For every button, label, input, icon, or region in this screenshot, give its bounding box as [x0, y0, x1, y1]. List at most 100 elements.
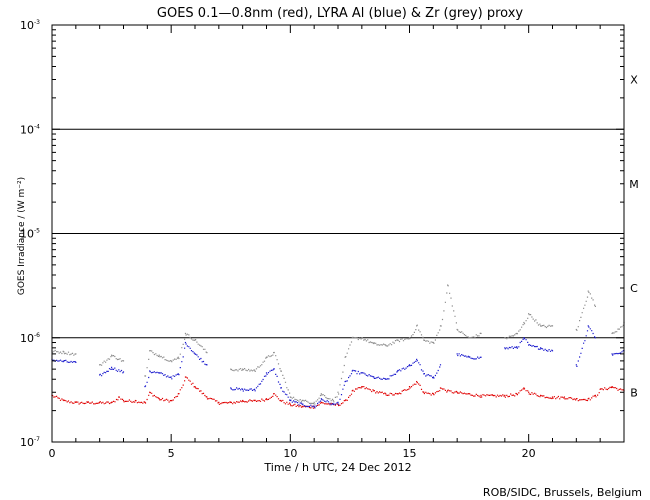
series-2-point — [230, 368, 232, 370]
x-tick-label: 15 — [403, 447, 417, 460]
series-2-point — [122, 360, 125, 362]
series-0-point — [206, 396, 208, 398]
series-0-point — [439, 387, 442, 389]
series-1-point — [194, 353, 196, 355]
series-2-point — [361, 337, 363, 339]
series-1-point — [373, 376, 375, 378]
series-1-point — [504, 347, 506, 349]
series-2-point — [432, 341, 434, 344]
series-0-point — [75, 401, 77, 403]
series-0-point — [361, 385, 363, 388]
x-tick-label: 10 — [283, 447, 297, 460]
series-2-point — [539, 325, 542, 327]
series-1-point — [265, 372, 268, 374]
series-2-point — [144, 375, 146, 377]
series-1-point — [144, 385, 146, 388]
series-2-point — [468, 337, 470, 339]
series-1-point — [149, 370, 151, 372]
series-2-point — [416, 325, 418, 327]
series-2-point — [523, 321, 525, 324]
series-2-point — [480, 332, 482, 335]
series-1-point — [206, 364, 208, 366]
series-2-point — [373, 342, 375, 345]
y-tick-label: 10-3 — [20, 19, 40, 32]
series-2-point — [528, 313, 530, 315]
series-1-point — [361, 372, 363, 374]
series-2-point — [170, 360, 172, 362]
series-2-point — [110, 354, 113, 356]
series-1-point — [594, 337, 596, 339]
series-2-point — [447, 284, 449, 286]
series-1-point — [110, 366, 113, 368]
series-0-point — [599, 388, 601, 390]
series-2-point — [158, 354, 160, 356]
series-1-point — [75, 361, 77, 364]
series-1-point — [170, 376, 172, 378]
series-2-point — [184, 332, 187, 335]
series-0-point — [408, 385, 411, 388]
series-2-point — [594, 305, 596, 307]
series-0-point — [456, 391, 458, 393]
series-1-point — [313, 405, 315, 407]
series-2-point — [75, 353, 77, 355]
x-axis-label: Time / h UTC, 24 Dec 2012 — [263, 461, 411, 474]
y-tick-label: 10-4 — [20, 123, 40, 136]
series-1-point — [480, 356, 482, 358]
series-1-point — [516, 346, 518, 348]
series-1-point — [423, 373, 425, 375]
series-2-point — [242, 368, 244, 370]
series-2-point — [504, 337, 506, 339]
series-2-point — [344, 356, 346, 358]
series-2-point — [351, 337, 353, 339]
x-axis: 0 5 10 15 20 — [49, 25, 625, 460]
data-series — [51, 284, 625, 409]
series-2-point — [320, 393, 322, 395]
series-1-point — [351, 370, 353, 372]
series-1-point — [551, 350, 554, 352]
series-0-point — [351, 390, 353, 392]
series-2-point — [289, 396, 291, 398]
series-0-point — [218, 401, 220, 403]
series-0-point — [563, 396, 566, 398]
series-0-point — [432, 393, 434, 395]
series-1-point — [337, 401, 339, 403]
series-1-point — [575, 364, 577, 366]
series-0-point — [87, 401, 89, 403]
x-tick-label: 0 — [49, 447, 56, 460]
series-0-point — [516, 393, 518, 395]
series-0-point — [122, 399, 125, 402]
y-tick-label: 10-6 — [20, 332, 40, 345]
series-1-point — [439, 364, 442, 366]
series-2-point — [332, 399, 334, 402]
series-2-point — [99, 364, 101, 366]
series-1-point — [301, 403, 303, 405]
series-1-point — [456, 353, 458, 355]
x-tick-label: 5 — [168, 447, 175, 460]
series-0-point — [423, 391, 425, 393]
series-0-point — [99, 401, 101, 403]
series-1-point — [523, 337, 525, 339]
series-0-point — [344, 399, 346, 402]
series-2-point — [280, 370, 282, 372]
series-0-point — [110, 401, 113, 403]
series-0-point — [273, 393, 275, 395]
series-2-point — [396, 339, 399, 341]
series-0-point — [253, 399, 256, 402]
series-1-point — [385, 378, 387, 380]
series-2-point — [516, 332, 518, 335]
series-0-point — [134, 399, 137, 402]
series-1-point — [611, 353, 613, 355]
series-1-point — [320, 398, 322, 400]
series-2-point — [149, 350, 151, 352]
series-1-point — [253, 388, 256, 390]
series-2-point — [408, 337, 411, 339]
series-2-point — [551, 325, 554, 327]
series-0-point — [170, 399, 172, 402]
series-1-point — [396, 370, 399, 372]
flare-class-lines — [52, 128, 624, 339]
series-0-point — [373, 390, 375, 392]
series-1-point — [63, 360, 65, 362]
series-1-point — [99, 374, 101, 376]
series-0-point — [194, 385, 196, 388]
